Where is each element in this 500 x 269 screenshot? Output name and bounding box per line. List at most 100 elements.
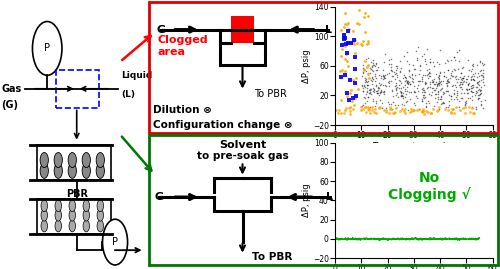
Point: [363, 83, 371, 87]
Point: [463, 91, 471, 95]
Point: [376, 91, 384, 95]
Point: [374, 88, 382, 92]
Point: [475, 95, 483, 100]
Point: [468, 98, 476, 102]
Point: [480, 68, 488, 72]
Point: [458, 87, 466, 91]
Point: [365, 87, 373, 92]
Point: [426, 60, 434, 64]
Point: [406, 80, 413, 84]
Point: [392, 83, 400, 87]
Point: [350, 29, 358, 33]
Point: [418, 87, 426, 91]
Point: [342, 44, 349, 49]
Point: [368, 105, 376, 109]
Point: [414, 79, 422, 83]
Point: [458, 66, 466, 70]
Point: [470, 74, 478, 78]
Point: [390, 72, 398, 76]
Circle shape: [54, 153, 62, 168]
Point: [434, 81, 442, 85]
Point: [386, 68, 394, 72]
Point: [466, 75, 474, 80]
Point: [453, 89, 461, 93]
Circle shape: [68, 153, 76, 168]
Point: [466, 87, 473, 91]
Point: [356, 8, 364, 13]
Point: [452, 74, 460, 78]
Point: [474, 93, 482, 97]
Point: [438, 100, 446, 104]
Point: [396, 90, 404, 94]
Point: [371, 104, 379, 109]
Point: [477, 78, 485, 82]
Point: [424, 76, 432, 80]
Circle shape: [82, 153, 90, 168]
Point: [380, 75, 388, 79]
Point: [479, 74, 487, 78]
Point: [434, 108, 442, 113]
Point: [444, 83, 452, 88]
Point: [432, 86, 440, 90]
Point: [414, 45, 422, 49]
Circle shape: [55, 200, 62, 212]
Point: [457, 77, 465, 82]
Point: [472, 104, 480, 109]
Point: [419, 93, 427, 97]
Point: [444, 77, 452, 81]
Point: [374, 81, 382, 85]
Point: [385, 62, 393, 66]
Point: [405, 74, 413, 79]
Point: [346, 109, 354, 114]
Point: [478, 61, 486, 66]
Point: [338, 68, 346, 72]
Point: [402, 78, 410, 82]
Point: [440, 101, 448, 105]
Point: [380, 60, 388, 64]
Point: [367, 92, 375, 96]
Point: [460, 103, 468, 108]
Point: [360, 67, 368, 71]
Point: [447, 97, 455, 101]
Point: [400, 91, 407, 95]
Point: [366, 87, 374, 91]
Text: PBR: PBR: [66, 189, 88, 199]
Point: [366, 108, 374, 112]
Point: [442, 81, 450, 86]
Point: [428, 93, 436, 97]
Point: [346, 105, 354, 109]
Point: [474, 93, 482, 97]
Point: [392, 87, 400, 91]
Point: [368, 67, 376, 71]
Point: [431, 82, 439, 86]
Point: [373, 68, 381, 72]
Point: [469, 77, 477, 81]
Circle shape: [97, 209, 103, 221]
Point: [474, 74, 482, 78]
Point: [438, 79, 446, 83]
Point: [336, 69, 344, 73]
Point: [467, 89, 475, 94]
Point: [436, 81, 444, 85]
Point: [418, 86, 426, 90]
Point: [377, 82, 385, 86]
Point: [368, 58, 376, 63]
Point: [396, 59, 404, 63]
Point: [398, 94, 406, 99]
X-axis label: Time on stream, hrs: Time on stream, hrs: [372, 142, 456, 151]
Point: [428, 80, 436, 84]
Point: [439, 90, 447, 94]
Point: [418, 77, 426, 81]
Point: [443, 89, 451, 93]
Text: Dilution ⊗: Dilution ⊗: [153, 105, 212, 115]
Point: [457, 70, 465, 75]
Point: [454, 97, 462, 101]
Point: [379, 74, 387, 78]
Point: [384, 100, 392, 105]
Point: [433, 83, 441, 88]
Point: [369, 77, 377, 81]
Point: [426, 70, 434, 75]
Point: [458, 91, 466, 95]
Point: [458, 78, 466, 82]
Point: [447, 94, 455, 99]
